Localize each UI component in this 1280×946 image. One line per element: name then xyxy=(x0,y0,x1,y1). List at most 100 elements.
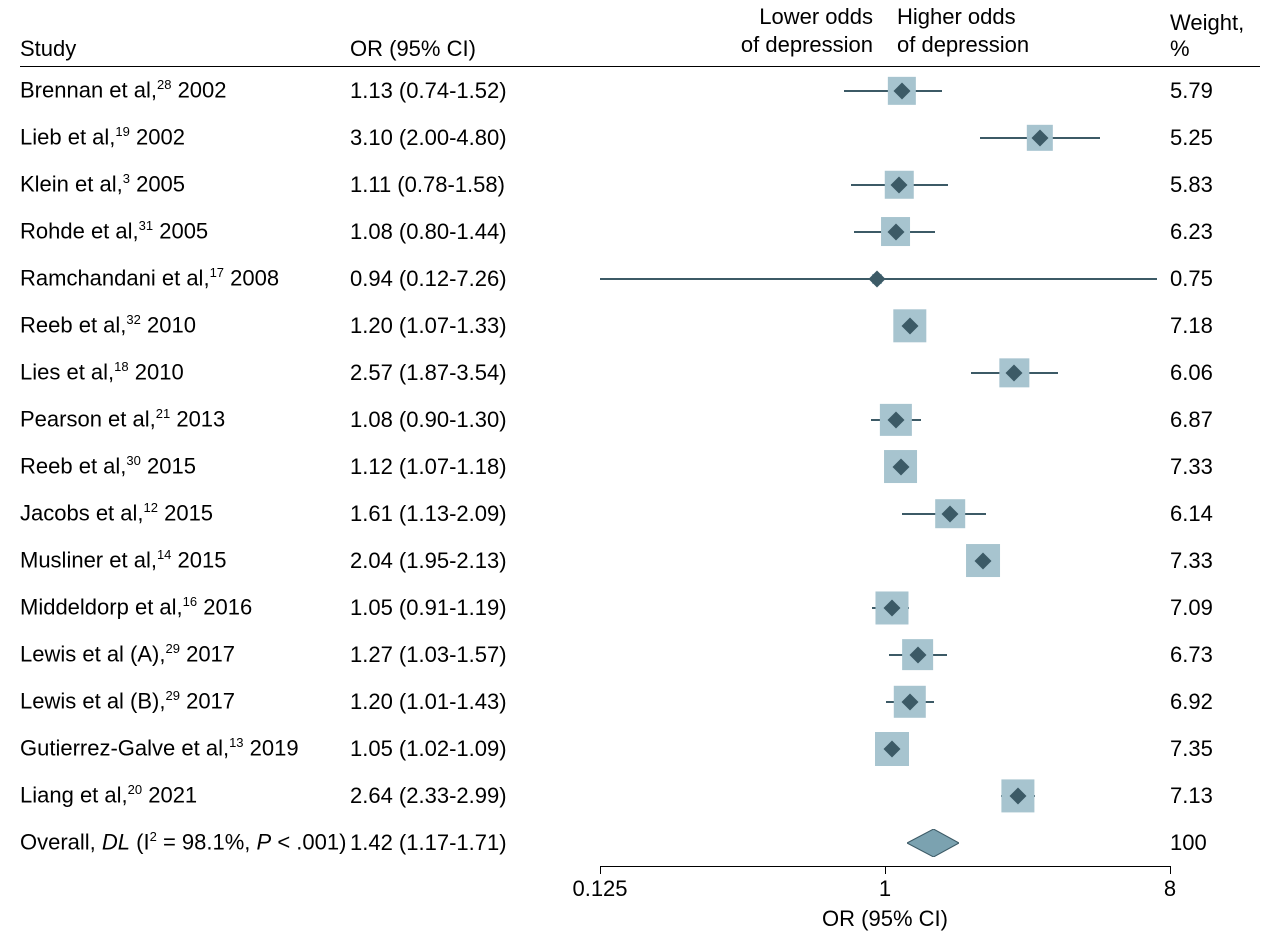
or-ci-text: 0.94 (0.12-7.26) xyxy=(350,255,600,302)
forest-plot: Study OR (95% CI) Lower odds of depressi… xyxy=(20,10,1260,936)
header-row: Study OR (95% CI) Lower odds of depressi… xyxy=(20,10,1260,67)
x-axis: 0.12518 OR (95% CI) xyxy=(600,866,1170,936)
overall-or-ci: 1.42 (1.17-1.71) xyxy=(350,819,600,866)
or-ci-text: 2.04 (1.95-2.13) xyxy=(350,537,600,584)
table-row: Musliner et al,14 20152.04 (1.95-2.13) 7.… xyxy=(20,537,1260,584)
table-row: Pearson et al,21 20131.08 (0.90-1.30) 6.8… xyxy=(20,396,1260,443)
axis-title: OR (95% CI) xyxy=(822,906,948,932)
axis-tick xyxy=(1170,866,1171,874)
weight-text: 5.25 xyxy=(1170,114,1260,161)
table-row: Liang et al,20 20212.64 (2.33-2.99) 7.13 xyxy=(20,772,1260,819)
weight-text: 7.35 xyxy=(1170,725,1260,772)
or-ci-text: 1.05 (0.91-1.19) xyxy=(350,584,600,631)
table-row: Lewis et al (B),29 20171.20 (1.01-1.43) 6… xyxy=(20,678,1260,725)
study-label: Brennan et al,28 2002 xyxy=(20,67,350,114)
plot-cell xyxy=(600,725,1170,772)
or-ci-text: 1.11 (0.78-1.58) xyxy=(350,161,600,208)
study-label: Gutierrez-Galve et al,13 2019 xyxy=(20,725,350,772)
header-study: Study xyxy=(20,36,350,62)
study-label: Lewis et al (B),29 2017 xyxy=(20,678,350,725)
or-ci-text: 1.08 (0.80-1.44) xyxy=(350,208,600,255)
weight-text: 6.14 xyxy=(1170,490,1260,537)
study-label: Reeb et al,30 2015 xyxy=(20,443,350,490)
plot-cell xyxy=(600,208,1170,255)
overall-row: Overall, DL (I2 = 98.1%, P < .001)1.42 (… xyxy=(20,819,1260,866)
plot-cell xyxy=(600,631,1170,678)
study-label: Liang et al,20 2021 xyxy=(20,772,350,819)
plot-cell xyxy=(600,678,1170,725)
weight-text: 7.18 xyxy=(1170,302,1260,349)
overall-weight: 100 xyxy=(1170,819,1260,866)
overall-label: Overall, DL (I2 = 98.1%, P < .001) xyxy=(20,819,350,866)
plot-cell xyxy=(600,302,1170,349)
header-weight: Weight,% xyxy=(1170,10,1260,62)
study-label: Reeb et al,32 2010 xyxy=(20,302,350,349)
table-row: Lies et al,18 20102.57 (1.87-3.54) 6.06 xyxy=(20,349,1260,396)
or-ci-text: 1.13 (0.74-1.52) xyxy=(350,67,600,114)
study-label: Rohde et al,31 2005 xyxy=(20,208,350,255)
or-ci-text: 2.57 (1.87-3.54) xyxy=(350,349,600,396)
or-ci-text: 1.08 (0.90-1.30) xyxy=(350,396,600,443)
plot-cell xyxy=(600,490,1170,537)
table-row: Lieb et al,19 20023.10 (2.00-4.80) 5.25 xyxy=(20,114,1260,161)
weight-text: 5.79 xyxy=(1170,67,1260,114)
or-ci-text: 3.10 (2.00-4.80) xyxy=(350,114,600,161)
weight-text: 6.87 xyxy=(1170,396,1260,443)
plot-cell xyxy=(600,772,1170,819)
table-row: Reeb et al,32 20101.20 (1.07-1.33) 7.18 xyxy=(20,302,1260,349)
table-row: Lewis et al (A),29 20171.27 (1.03-1.57) 6… xyxy=(20,631,1260,678)
weight-text: 6.06 xyxy=(1170,349,1260,396)
table-row: Ramchandani et al,17 20080.94 (0.12-7.26… xyxy=(20,255,1260,302)
study-label: Klein et al,3 2005 xyxy=(20,161,350,208)
weight-text: 6.23 xyxy=(1170,208,1260,255)
plot-cell xyxy=(600,67,1170,114)
plot-cell xyxy=(600,819,1170,866)
weight-text: 7.09 xyxy=(1170,584,1260,631)
plot-cell xyxy=(600,161,1170,208)
weight-text: 5.83 xyxy=(1170,161,1260,208)
study-label: Middeldorp et al,16 2016 xyxy=(20,584,350,631)
axis-tick xyxy=(600,866,601,874)
study-label: Jacobs et al,12 2015 xyxy=(20,490,350,537)
header-lower-odds: Lower odds of depression xyxy=(741,3,873,58)
overall-diamond xyxy=(907,829,959,857)
plot-cell xyxy=(600,396,1170,443)
or-ci-text: 1.12 (1.07-1.18) xyxy=(350,443,600,490)
table-row: Brennan et al,28 20021.13 (0.74-1.52) 5.7… xyxy=(20,67,1260,114)
table-row: Middeldorp et al,16 20161.05 (0.91-1.19)… xyxy=(20,584,1260,631)
plot-cell xyxy=(600,443,1170,490)
axis-tick-label: 0.125 xyxy=(572,876,627,902)
or-ci-text: 1.61 (1.13-2.09) xyxy=(350,490,600,537)
or-ci-text: 1.27 (1.03-1.57) xyxy=(350,631,600,678)
study-label: Lewis et al (A),29 2017 xyxy=(20,631,350,678)
table-row: Reeb et al,30 20151.12 (1.07-1.18) 7.33 xyxy=(20,443,1260,490)
plot-cell xyxy=(600,349,1170,396)
table-row: Klein et al,3 20051.11 (0.78-1.58) 5.83 xyxy=(20,161,1260,208)
weight-text: 7.33 xyxy=(1170,443,1260,490)
axis-tick-label: 1 xyxy=(879,876,891,902)
or-ci-text: 1.20 (1.01-1.43) xyxy=(350,678,600,725)
study-label: Pearson et al,21 2013 xyxy=(20,396,350,443)
plot-cell xyxy=(600,537,1170,584)
weight-text: 7.13 xyxy=(1170,772,1260,819)
or-ci-text: 2.64 (2.33-2.99) xyxy=(350,772,600,819)
or-ci-text: 1.20 (1.07-1.33) xyxy=(350,302,600,349)
or-ci-text: 1.05 (1.02-1.09) xyxy=(350,725,600,772)
weight-text: 7.33 xyxy=(1170,537,1260,584)
weight-text: 0.75 xyxy=(1170,255,1260,302)
header-higher-odds: Higher odds of depression xyxy=(897,3,1029,58)
study-table: Brennan et al,28 20021.13 (0.74-1.52) 5.7… xyxy=(20,67,1260,866)
table-row: Gutierrez-Galve et al,13 20191.05 (1.02-… xyxy=(20,725,1260,772)
plot-cell xyxy=(600,584,1170,631)
study-label: Lies et al,18 2010 xyxy=(20,349,350,396)
weight-text: 6.92 xyxy=(1170,678,1260,725)
study-label: Ramchandani et al,17 2008 xyxy=(20,255,350,302)
plot-cell xyxy=(600,255,1170,302)
study-label: Musliner et al,14 2015 xyxy=(20,537,350,584)
axis-tick xyxy=(885,866,886,874)
plot-cell xyxy=(600,114,1170,161)
weight-text: 6.73 xyxy=(1170,631,1260,678)
table-row: Rohde et al,31 20051.08 (0.80-1.44) 6.23 xyxy=(20,208,1260,255)
study-label: Lieb et al,19 2002 xyxy=(20,114,350,161)
axis-tick-label: 8 xyxy=(1164,876,1176,902)
